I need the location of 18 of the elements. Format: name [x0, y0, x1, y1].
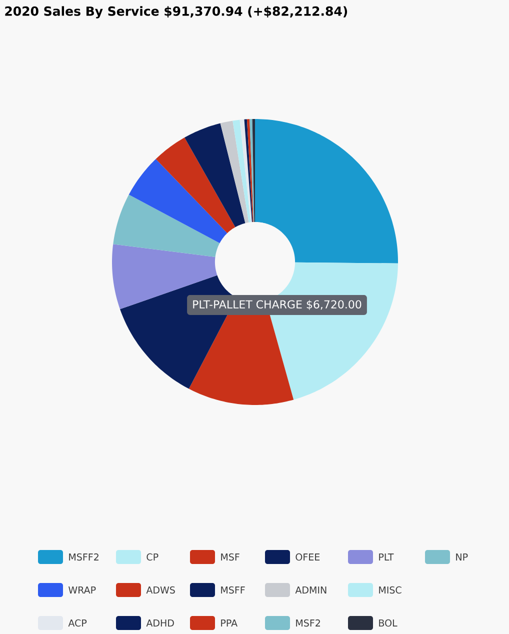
legend-label: PPA	[221, 620, 238, 626]
legend-label: NP	[456, 554, 468, 560]
legend-label: MSFF	[221, 586, 245, 594]
legend-label: MSF	[221, 553, 240, 561]
legend-label: CP	[146, 553, 158, 561]
legend-label: MISC	[379, 586, 402, 594]
legend-label: ACP	[68, 619, 87, 627]
legend-label: ADMIN	[295, 586, 326, 594]
legend-label: ADWS	[146, 586, 175, 594]
legend-label: ADHD	[146, 620, 174, 626]
legend-label: MSFF2	[69, 553, 98, 561]
legend-label: BOL	[379, 619, 398, 627]
chart-title: 2020 Sales By Service $91,370.94 (+$82,212.84)	[5, 6, 348, 18]
legend-label: OFEE	[296, 553, 320, 561]
legend-label: WRAP	[68, 586, 96, 594]
legend-label: PLT	[379, 554, 394, 560]
text: PLT-PALLET CHARGE $6,720.00	[193, 300, 362, 310]
legend-label: MSF2	[296, 619, 320, 627]
